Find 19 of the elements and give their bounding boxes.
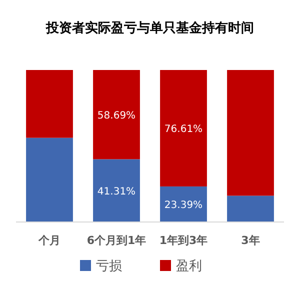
bar: [93, 159, 140, 222]
bar: [227, 196, 274, 222]
data-label: 76.61%: [164, 124, 203, 136]
bar: [26, 138, 73, 222]
x-tick-label: 个月: [38, 234, 60, 247]
x-tick-label: 1年到3年: [159, 234, 208, 247]
x-tick-label: 6个月到1年: [86, 234, 146, 247]
legend-label: 亏损: [96, 259, 122, 274]
data-label: 23.39%: [164, 200, 203, 212]
bar: [93, 70, 140, 160]
bar: [160, 70, 207, 186]
x-tick-label: 3年: [241, 234, 260, 247]
bar: [227, 70, 274, 196]
chart-title: 投资者实际盈亏与单只基金持有时间: [45, 20, 254, 36]
data-label: 58.69%: [97, 110, 136, 122]
bar: [26, 70, 73, 138]
legend-label: 盈利: [176, 259, 202, 274]
data-label: 41.31%: [97, 186, 136, 198]
bar: [160, 186, 207, 222]
